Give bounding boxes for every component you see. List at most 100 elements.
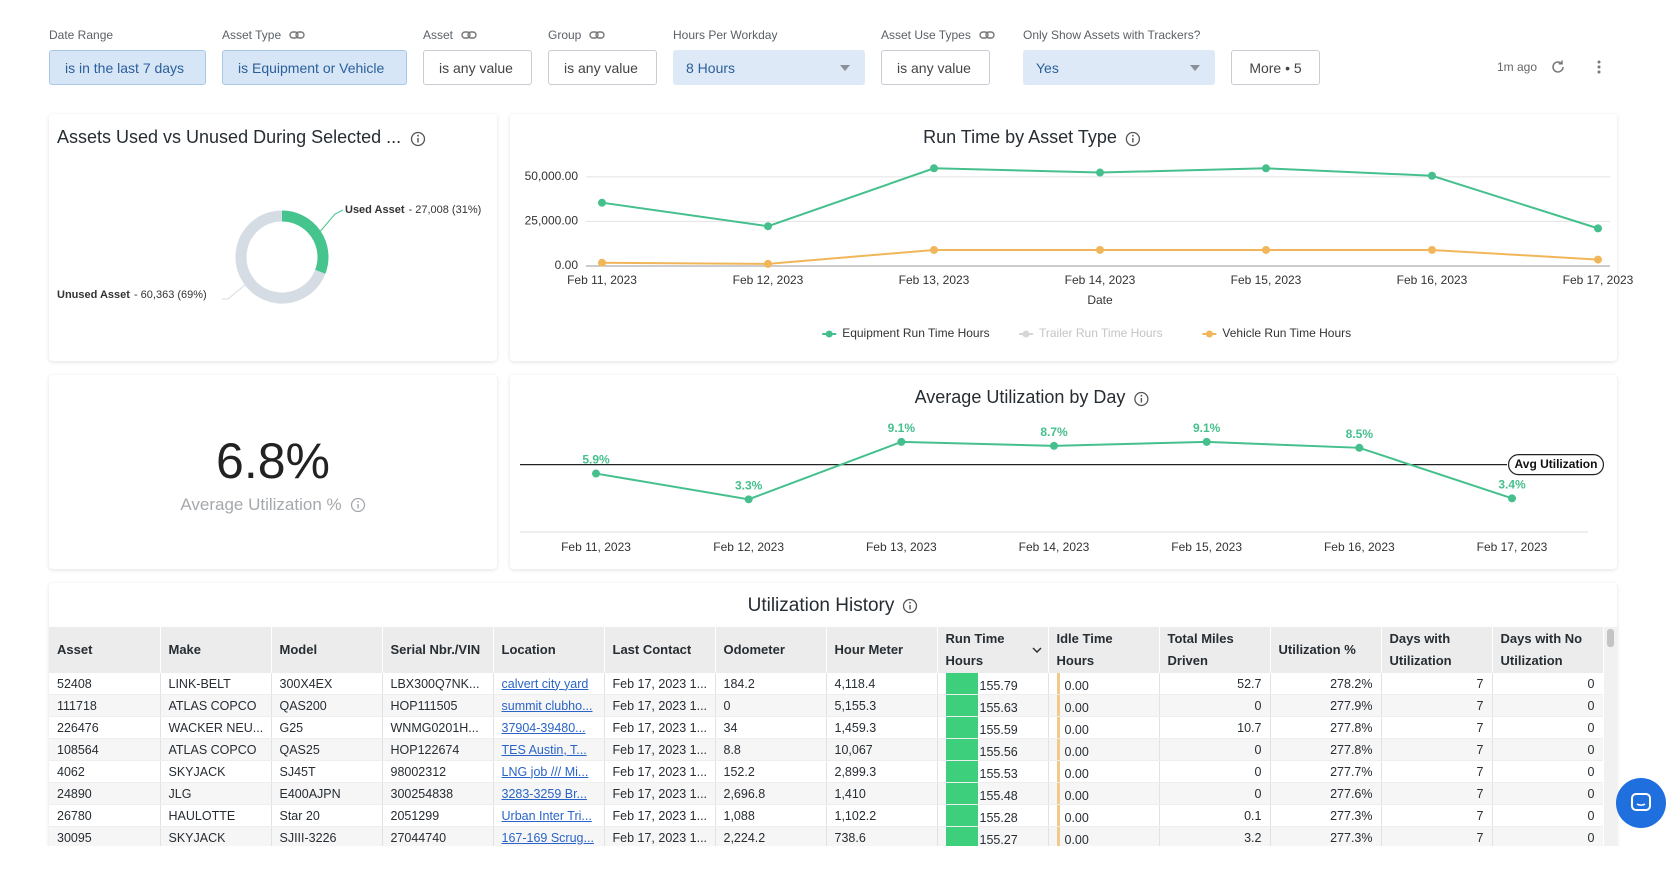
link-icon[interactable] <box>289 30 305 40</box>
filter-button[interactable]: is any value <box>548 50 657 85</box>
chat-icon <box>1631 793 1651 811</box>
scrollbar[interactable] <box>1604 627 1617 846</box>
filter-label-text: Asset Type <box>222 28 282 42</box>
refresh-icon[interactable] <box>1549 58 1567 76</box>
runtime-card <box>510 114 1617 361</box>
table-cell: 7 <box>1381 826 1493 846</box>
table-cell[interactable]: summit clubho... <box>493 694 605 717</box>
table-cell[interactable]: 37904-39480... <box>493 716 605 739</box>
column-header[interactable]: Asset <box>49 627 161 673</box>
table-cell: 0 <box>1159 782 1271 805</box>
table-cell: ATLAS COPCO <box>160 738 272 761</box>
column-header[interactable]: Model <box>271 627 383 673</box>
column-header[interactable]: Serial Nbr./VIN <box>382 627 494 673</box>
filter-button[interactable]: 8 Hours <box>673 50 865 85</box>
column-header[interactable]: Make <box>160 627 272 673</box>
link-icon[interactable] <box>979 30 995 40</box>
idle-bar <box>1056 805 1060 826</box>
table-cell: Feb 17, 2023 1... <box>604 716 716 739</box>
column-header-text: Run Time Hours <box>945 631 1005 668</box>
filter-button[interactable]: is in the last 7 days <box>49 50 206 85</box>
link-icon[interactable] <box>589 30 606 40</box>
table-cell: 277.3% <box>1270 826 1382 846</box>
table-cell: 7 <box>1381 804 1493 827</box>
more-button[interactable]: More • 5 <box>1231 50 1320 85</box>
filter-value: Yes <box>1036 59 1059 76</box>
table-cell: 0.00 <box>1048 826 1160 846</box>
filter-label: Date Range <box>49 28 113 42</box>
column-header[interactable]: Run Time Hours <box>937 627 1049 673</box>
avg-util-card <box>510 375 1617 569</box>
menu-icon[interactable] <box>1593 58 1605 76</box>
table-cell[interactable]: 167-169 Scrug... <box>493 826 605 846</box>
filter-label: Asset Use Types <box>881 28 995 42</box>
column-header[interactable]: Utilization % <box>1270 627 1382 673</box>
column-header[interactable]: Hour Meter <box>826 627 938 673</box>
filter-label: Asset <box>423 28 477 42</box>
table-cell: 277.9% <box>1270 694 1382 717</box>
table-cell: QAS200 <box>271 694 383 717</box>
table-cell[interactable]: 3283-3259 Br... <box>493 782 605 805</box>
filter-label-text: Asset Use Types <box>881 28 971 42</box>
table-cell: 7 <box>1381 782 1493 805</box>
table-cell: 226476 <box>49 716 161 739</box>
idle-bar <box>1056 739 1060 760</box>
column-header[interactable]: Days with Utilization <box>1381 627 1493 673</box>
filter-button[interactable]: is Equipment or Vehicle <box>222 50 407 85</box>
table-cell: 0.00 <box>1048 804 1160 827</box>
filter-button[interactable]: is any value <box>881 50 990 85</box>
table-cell: Feb 17, 2023 1... <box>604 826 716 846</box>
table-cell: Feb 17, 2023 1... <box>604 760 716 783</box>
bottom-fill <box>0 846 1674 871</box>
table-cell: E400AJPN <box>271 782 383 805</box>
table-row: 52408 LINK-BELT 300X4EX LBX300Q7NK... calver… <box>49 673 1603 695</box>
idle-bar <box>1056 695 1060 716</box>
runtime-bar <box>945 695 978 716</box>
table-cell: 0 <box>1159 694 1271 717</box>
table-row: 111718 ATLAS COPCO QAS200 HOP111505 summit c… <box>49 694 1603 717</box>
kpi-label-row: Average Utilization % <box>49 495 497 515</box>
column-header[interactable]: Total Miles Driven <box>1159 627 1271 673</box>
table-cell: 7 <box>1381 738 1493 761</box>
filter-label-text: Group <box>548 28 582 42</box>
sort-icon[interactable] <box>1031 647 1042 653</box>
table-card: Utilization History Asset Make Model Serial… <box>49 583 1617 871</box>
filter-button[interactable]: is any value <box>423 50 532 85</box>
info-icon[interactable] <box>350 497 366 513</box>
column-header[interactable]: Location <box>493 627 605 673</box>
table-cell: 0.1 <box>1159 804 1271 827</box>
column-header-text: Last Contact <box>612 642 692 657</box>
column-header-text: Odometer <box>723 642 785 657</box>
table-row: 24890 JLG E400AJPN 300254838 3283-3259 Br...… <box>49 782 1603 805</box>
column-header-text: Asset <box>57 642 93 657</box>
table-cell: 7 <box>1381 673 1493 695</box>
table-cell[interactable]: Urban Inter Tri... <box>493 804 605 827</box>
column-header[interactable]: Odometer <box>715 627 827 673</box>
cell-text: 155.48 <box>979 788 1018 803</box>
scroll-thumb[interactable] <box>1607 629 1614 647</box>
table-cell[interactable]: LNG job /// Mi... <box>493 760 605 783</box>
link-icon[interactable] <box>461 30 477 40</box>
table-cell: 277.8% <box>1270 716 1382 739</box>
cell-text: 0.00 <box>1064 700 1089 715</box>
runtime-bar <box>945 739 978 760</box>
table-cell[interactable]: calvert city yard <box>493 673 605 695</box>
table-cell: 277.8% <box>1270 738 1382 761</box>
runtime-bar <box>945 827 978 846</box>
table-cell: 0 <box>1492 826 1603 846</box>
table-cell: 2,224.2 <box>715 826 827 846</box>
table-cell[interactable]: TES Austin, T... <box>493 738 605 761</box>
filter-value: 8 Hours <box>686 59 736 76</box>
column-header[interactable]: Days with No Utilization <box>1492 627 1603 673</box>
cell-text: 155.79 <box>979 678 1018 693</box>
table-cell: HOP122674 <box>382 738 494 761</box>
column-header-text: Idle Time Hours <box>1056 631 1113 668</box>
table-cell: 0.00 <box>1048 782 1160 805</box>
column-header[interactable]: Idle Time Hours <box>1048 627 1160 673</box>
filter-button[interactable]: Yes <box>1023 50 1215 85</box>
column-header[interactable]: Last Contact <box>604 627 716 673</box>
cell-text: 0.00 <box>1064 744 1089 759</box>
table-cell: 1,102.2 <box>826 804 938 827</box>
chat-button[interactable] <box>1616 778 1666 828</box>
info-icon[interactable] <box>902 598 918 614</box>
